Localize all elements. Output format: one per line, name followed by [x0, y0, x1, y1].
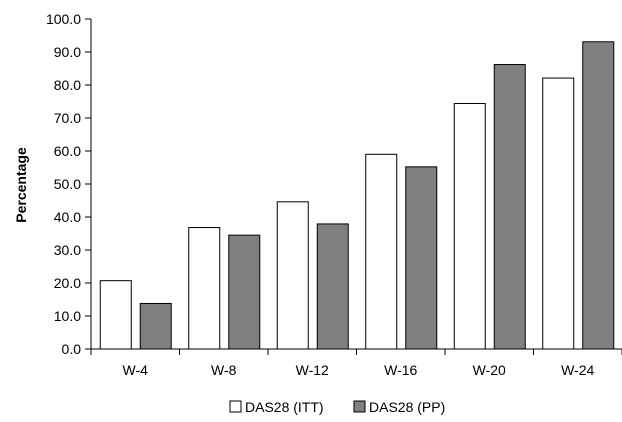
bar-pp-w-8 [228, 234, 261, 350]
bar-itt-w-8 [188, 227, 221, 350]
x-tick-label: W-24 [561, 362, 594, 378]
bars-layer [99, 41, 615, 350]
bar-pp-w-20 [493, 64, 526, 350]
y-tick-label: 50.0 [54, 176, 81, 192]
x-tick-label: W-8 [211, 362, 237, 378]
y-tick-label: 100.0 [46, 11, 81, 27]
y-tick-label: 30.0 [54, 242, 81, 258]
y-tick-label: 0.0 [62, 341, 82, 357]
axes-layer [85, 18, 622, 355]
legend-label-pp: DAS28 (PP) [369, 399, 445, 415]
x-tick-label: W-16 [384, 362, 417, 378]
x-tick-label: W-4 [123, 362, 149, 378]
y-tick-labels: 0.0 10.0 20.0 30.0 40.0 50.0 60.0 70.0 80.0 90.0 1… [46, 11, 81, 357]
bar-itt-w-16 [365, 153, 398, 350]
bar-pp-w-12 [316, 223, 349, 350]
bar-pp-w-4 [139, 302, 172, 350]
x-tick-label: W-12 [296, 362, 329, 378]
y-tick-label: 10.0 [54, 308, 81, 324]
y-tick-label: 40.0 [54, 209, 81, 225]
bar-itt-w-12 [276, 201, 309, 350]
y-axis-title: Percentage [13, 147, 29, 223]
legend-label-itt: DAS28 (ITT) [245, 399, 324, 415]
x-tick-labels: W-4 W-8 W-12 W-16 W-20 W-24 [123, 362, 595, 378]
x-tick-label: W-20 [473, 362, 506, 378]
bar-itt-w-4 [99, 280, 132, 350]
y-tick-label: 90.0 [54, 44, 81, 60]
y-tick-label: 60.0 [54, 143, 81, 159]
legend: DAS28 (ITT) DAS28 (PP) [229, 399, 445, 415]
legend-swatch-itt [229, 400, 242, 413]
bar-pp-w-24 [582, 41, 615, 350]
y-tick-label: 20.0 [54, 275, 81, 291]
y-tick-label: 80.0 [54, 77, 81, 93]
y-tick-label: 70.0 [54, 110, 81, 126]
bar-pp-w-16 [405, 166, 438, 350]
legend-swatch-pp [353, 400, 366, 413]
bar-itt-w-20 [453, 102, 486, 350]
bar-itt-w-24 [542, 77, 575, 350]
